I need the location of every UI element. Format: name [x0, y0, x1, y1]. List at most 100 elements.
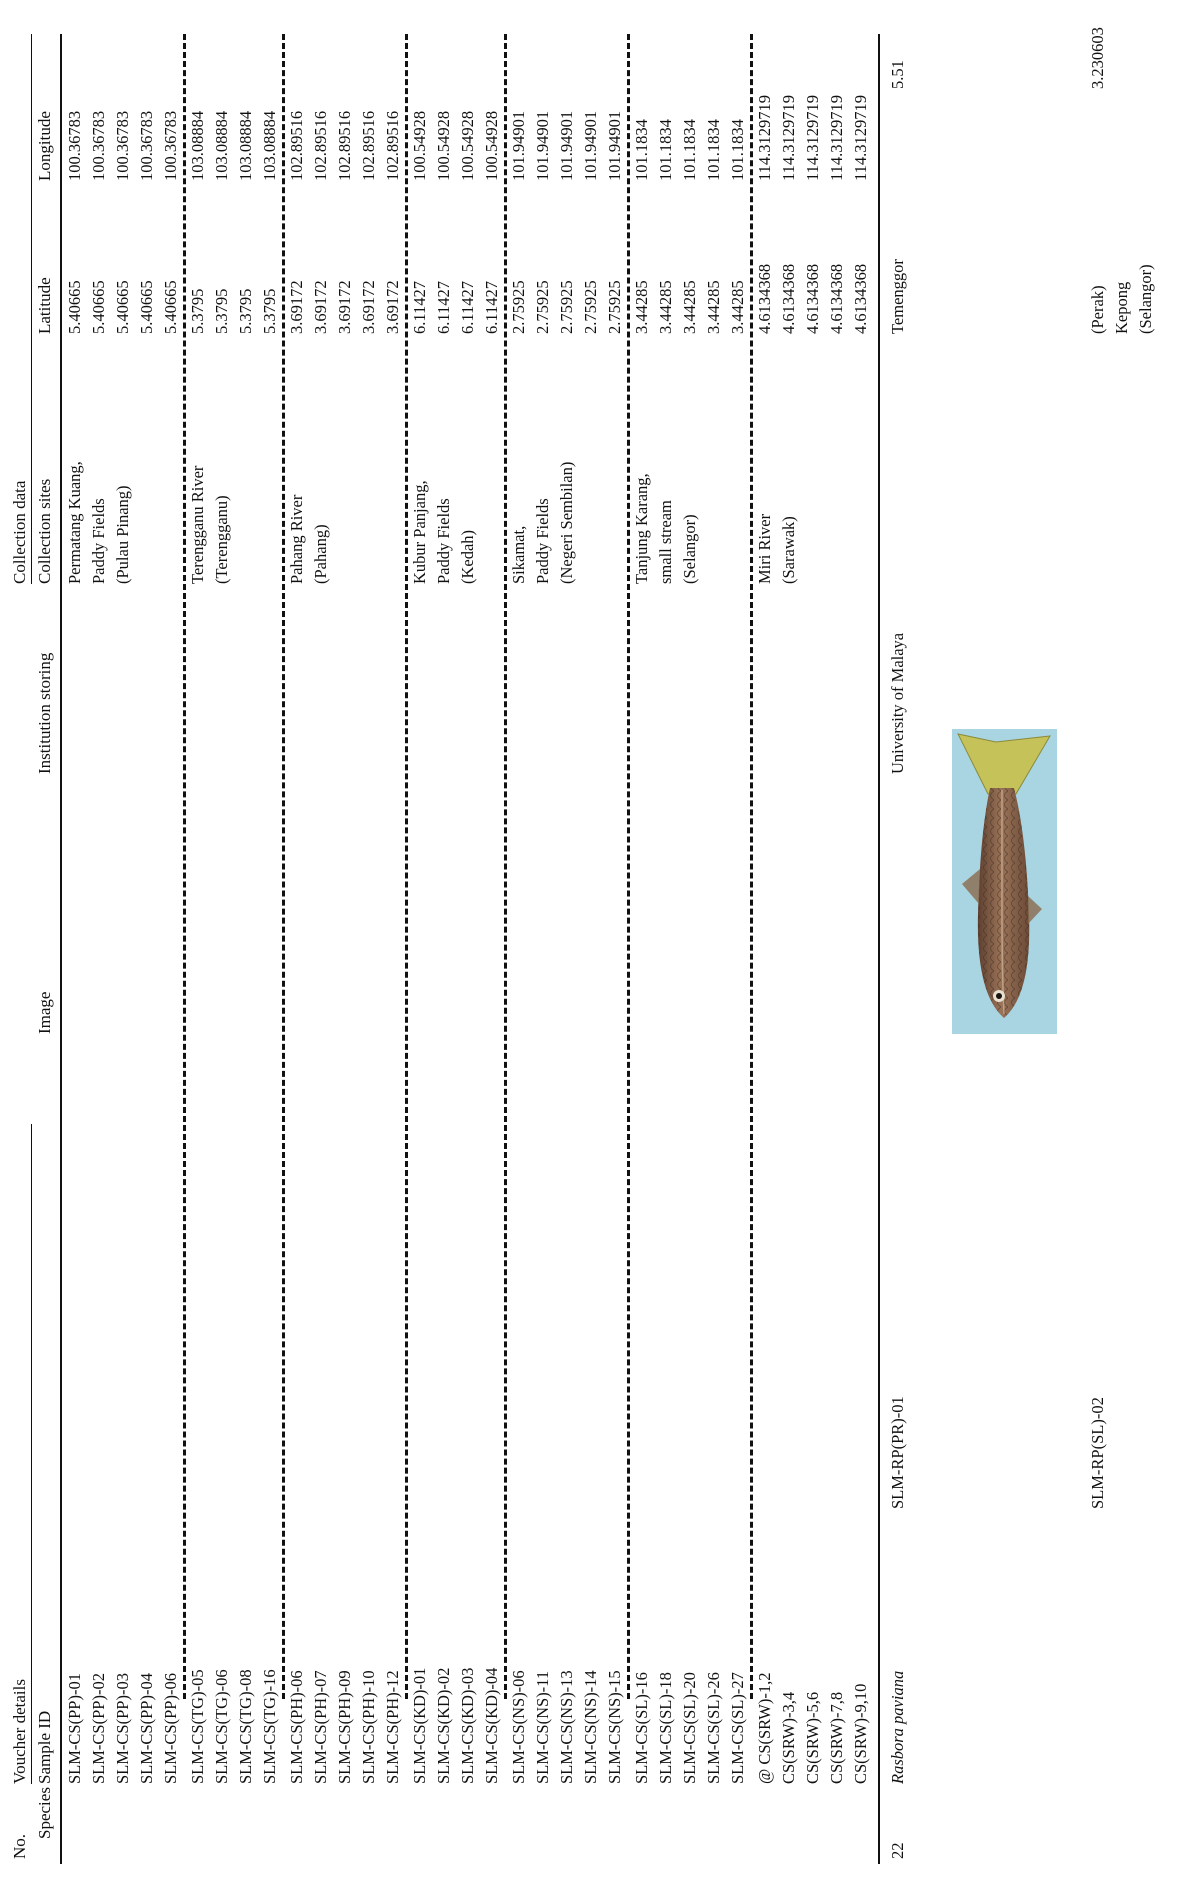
longitude-value: 103.08884 — [188, 110, 207, 181]
sample-id: SLM-CS(PH)-12 — [383, 1670, 402, 1784]
sample-id: SLM-CS(PH)-07 — [311, 1670, 330, 1784]
sample-id: SLM-RP(PR)-01 — [888, 1396, 907, 1509]
longitude-value: 114.3129719 — [779, 94, 798, 181]
site-line: (Pahang) — [311, 524, 330, 584]
latitude-value: 5.40665 — [89, 280, 108, 334]
sample-id: CS(SRW)-5,6 — [803, 1691, 822, 1784]
latitude-value: 5.3795 — [212, 288, 231, 334]
latitude-value: 5.40665 — [113, 280, 132, 334]
site-line: Kepong — [1112, 281, 1131, 334]
longitude-value: 100.36783 — [89, 110, 108, 181]
site-line: Sikamat, — [509, 525, 528, 584]
longitude-value: 100.36783 — [65, 110, 84, 181]
latitude-value: 3.69172 — [335, 280, 354, 334]
longitude-value: 100.54928 — [482, 110, 501, 181]
latitude-value: 4.6134368 — [779, 263, 798, 334]
latitude-value: 5.3795 — [260, 288, 279, 334]
sample-id: SLM-CS(KD)-03 — [458, 1667, 477, 1784]
latitude-group-sl: 3.44285 3.44285 3.44285 3.44285 3.44285 — [630, 280, 750, 334]
site-line: (Pulau Pinang) — [113, 485, 132, 584]
longitude-group-pp: 100.36783 100.36783 100.36783 100.36783 100.… — [63, 111, 183, 181]
longitude-value: 102.89516 — [383, 110, 402, 181]
site-group-kd: Kubur Panjang, Paddy Fields (Kedah) — [408, 480, 480, 584]
latitude-value: 3.69172 — [383, 280, 402, 334]
site-line: (Kedah) — [458, 529, 477, 584]
longitude-value: 102.89516 — [311, 110, 330, 181]
group-separator — [183, 34, 186, 1699]
header-species: Species — [35, 1787, 54, 1839]
site-line: (Selangor) — [1136, 264, 1155, 334]
latitude-value: 5.40665 — [65, 280, 84, 334]
institution-name: University of Malaya — [888, 632, 907, 774]
latitude-value: 2.75925 — [509, 280, 528, 334]
sample-id: SLM-CS(PP)-01 — [65, 1673, 84, 1784]
longitude-value: 101.1834 — [728, 119, 747, 181]
latitude-value: 3.230603 — [1088, 27, 1107, 89]
latitude-value: 3.44285 — [680, 280, 699, 334]
site-line: (Selangor) — [680, 514, 699, 584]
latitude-value: 5.3795 — [188, 288, 207, 334]
longitude-value: 103.08884 — [236, 110, 255, 181]
sample-id: @ CS(SRW)-1,2 — [755, 1672, 774, 1784]
sample-id: SLM-CS(NS)-11 — [533, 1670, 552, 1784]
collection-underline — [31, 34, 32, 584]
latitude-value: 2.75925 — [605, 280, 624, 334]
longitude-value: 100.54928 — [434, 110, 453, 181]
longitude-value: 101.1834 — [704, 119, 723, 181]
fish-photo-icon — [952, 729, 1057, 1034]
longitude-group-kd: 100.54928 100.54928 100.54928 100.54928 — [408, 111, 504, 181]
sample-id: SLM-CS(TG)-08 — [236, 1669, 255, 1784]
latitude-group-kd: 6.11427 6.11427 6.11427 6.11427 — [408, 281, 504, 334]
sample-id: SLM-CS(SL)-16 — [632, 1672, 651, 1784]
header-institution: Institution storing — [35, 652, 54, 774]
site-group-ns: Sikamat, Paddy Fields (Negeri Sembilan) — [507, 462, 579, 584]
sample-id: CS(SRW)-7,8 — [827, 1691, 846, 1784]
sample-id: SLM-CS(TG)-16 — [260, 1669, 279, 1784]
longitude-value: 101.1834 — [680, 119, 699, 181]
longitude-value: 114.3129719 — [827, 94, 846, 181]
site-group-ph: Pahang River (Pahang) — [285, 495, 333, 584]
site-line: Kubur Panjang, — [410, 480, 429, 584]
longitude-value: 103.08884 — [212, 110, 231, 181]
site-line: small stream — [656, 500, 675, 584]
longitude-value: 101.1834 — [656, 119, 675, 181]
latitude-value: 6.11427 — [458, 280, 477, 334]
longitude-value: 103.08884 — [260, 110, 279, 181]
sample-id: SLM-CS(SL)-18 — [656, 1672, 675, 1784]
site-group-tg: Terengganu River (Terengganu) — [186, 466, 234, 584]
longitude-value: 101.94901 — [581, 110, 600, 181]
longitude-value: 100.36783 — [137, 110, 156, 181]
sample-id: SLM-CS(TG)-05 — [188, 1669, 207, 1784]
latitude-value: 3.44285 — [632, 280, 651, 334]
longitude-group-srw: 114.3129719 114.3129719 114.3129719 114.312… — [753, 95, 873, 181]
header-image: Image — [35, 991, 54, 1034]
sample-id: SLM-CS(NS)-14 — [581, 1670, 600, 1784]
latitude-value: 4.6134368 — [755, 263, 774, 334]
header-rule — [60, 34, 62, 1864]
latitude-value: 2.75925 — [533, 280, 552, 334]
latitude-group-pp: 5.40665 5.40665 5.40665 5.40665 5.40665 — [63, 280, 183, 334]
sample-id: SLM-CS(PP)-02 — [89, 1673, 108, 1784]
longitude-value: 114.3129719 — [803, 94, 822, 181]
sample-id: SLM-CS(PP)-04 — [137, 1673, 156, 1784]
site-line: Paddy Fields — [89, 498, 108, 584]
longitude-value: 100.54928 — [458, 110, 477, 181]
latitude-value: 5.51 — [888, 60, 907, 89]
latitude-group-srw: 4.6134368 4.6134368 4.6134368 4.6134368 4.61… — [753, 264, 873, 334]
latitude-value: 4.6134368 — [803, 263, 822, 334]
header-sample-id: Sample ID — [35, 1710, 54, 1784]
site-line: Terengganu River — [188, 465, 207, 584]
site-line: Miri River — [755, 513, 774, 584]
sample-id: SLM-CS(PH)-10 — [359, 1670, 378, 1784]
site-line: (Sarawak) — [779, 516, 798, 584]
longitude-group-ph: 102.89516 102.89516 102.89516 102.89516 102.… — [285, 111, 405, 181]
sample-id-group-ph: SLM-CS(PH)-06 SLM-CS(PH)-07 SLM-CS(PH)-09 S… — [285, 1670, 405, 1784]
header-collection-data: Collection data — [10, 480, 29, 584]
latitude-value: 3.44285 — [656, 280, 675, 334]
latitude-value: 2.75925 — [557, 280, 576, 334]
latitude-group-ph: 3.69172 3.69172 3.69172 3.69172 3.69172 — [285, 280, 405, 334]
sample-id-group-pp: SLM-CS(PP)-01 SLM-CS(PP)-02 SLM-CS(PP)-03 S… — [63, 1673, 183, 1784]
latitude-value: 3.69172 — [359, 280, 378, 334]
site-line: (Perak) — [1088, 285, 1107, 334]
site-line: Paddy Fields — [533, 498, 552, 584]
